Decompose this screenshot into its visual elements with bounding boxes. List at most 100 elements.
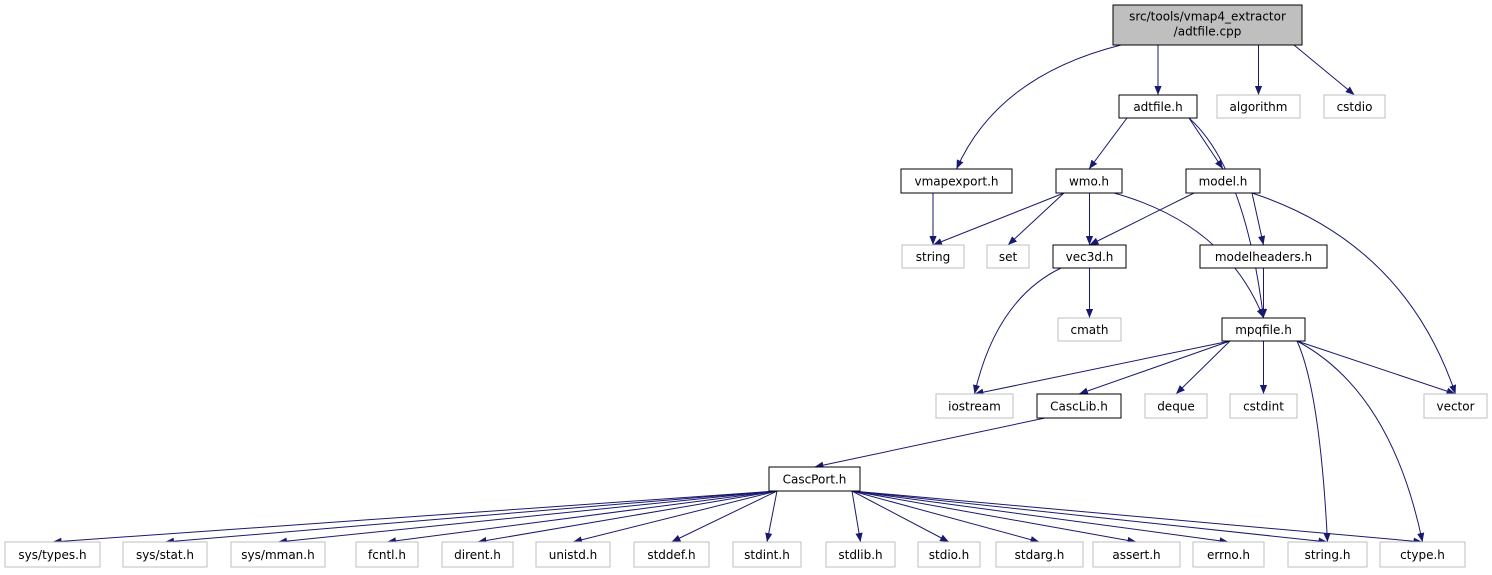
node-box [935, 393, 1014, 419]
node: unistd.h [535, 541, 611, 568]
node: stdarg.h [995, 541, 1084, 568]
edge [277, 490, 778, 545]
node: errno.h [1192, 541, 1265, 568]
node-box [1229, 393, 1298, 419]
node: model.h [1185, 168, 1261, 194]
node-label: cmath [1071, 323, 1109, 337]
edge [851, 490, 1423, 545]
node-box [917, 541, 981, 568]
node-box [230, 541, 326, 568]
node-label: src/tools/vmap4_extractor [1129, 10, 1286, 24]
edge [386, 490, 778, 545]
node-label: set [999, 250, 1018, 264]
node-box [1185, 168, 1261, 194]
edge [1251, 192, 1457, 395]
node-box [732, 541, 802, 568]
node-label: vector [1436, 400, 1474, 414]
node-label: sys/types.h [18, 548, 86, 562]
edge [1296, 340, 1331, 543]
edge [973, 267, 1062, 395]
edge [851, 490, 950, 543]
node-box [1036, 393, 1122, 419]
node-box [1287, 541, 1368, 568]
node-label: cstdint [1243, 400, 1284, 414]
node-box [825, 541, 896, 568]
node: src/tools/vmap4_extractor/adtfile.cpp [1112, 4, 1303, 46]
node-label: errno.h [1207, 548, 1250, 562]
edge [572, 490, 778, 544]
node: vector [1423, 393, 1488, 419]
node-box [1192, 541, 1265, 568]
edge [851, 490, 1328, 545]
node: sys/stat.h [122, 541, 208, 568]
node-label: wmo.h [1069, 175, 1109, 189]
node: adtfile.h [1118, 94, 1198, 119]
edge [1088, 117, 1128, 170]
node-label: stddef.h [647, 548, 695, 562]
node: cstdio [1323, 94, 1386, 119]
edge [765, 490, 778, 543]
edge [851, 490, 1137, 544]
node: sys/types.h [4, 541, 101, 568]
node: CascPort.h [768, 466, 861, 492]
node-box [768, 466, 861, 492]
node: assert.h [1092, 541, 1181, 568]
node-label: CascLib.h [1050, 400, 1108, 414]
node: vmapexport.h [900, 168, 1013, 194]
node-label: unistd.h [549, 548, 598, 562]
node-label: mpqfile.h [1235, 323, 1292, 337]
edge [164, 490, 778, 545]
edge [851, 490, 863, 543]
node-box [1216, 94, 1301, 119]
node-box [535, 541, 611, 568]
node-label: sys/mman.h [241, 548, 314, 562]
nodes: src/tools/vmap4_extractor/adtfile.cppadt… [4, 4, 1488, 568]
node-box [122, 541, 208, 568]
node: deque [1144, 393, 1208, 419]
node-label: adtfile.h [1133, 100, 1182, 114]
node-label: stdint.h [744, 548, 790, 562]
node-label: dirent.h [454, 548, 501, 562]
edges [52, 44, 1457, 545]
node-box [1379, 541, 1466, 568]
edge [1007, 192, 1065, 246]
edge [851, 490, 1229, 545]
node-box [633, 541, 710, 568]
node-box [1055, 168, 1123, 194]
node-box [1144, 393, 1208, 419]
node: string [901, 244, 965, 269]
node-box [441, 541, 514, 568]
node-label: modelheaders.h [1215, 250, 1312, 264]
node-label: stdarg.h [1015, 548, 1065, 562]
edge [1296, 340, 1456, 395]
node-label: fcntl.h [368, 548, 406, 562]
node: modelheaders.h [1199, 244, 1328, 269]
node-label: algorithm [1230, 100, 1288, 114]
node-box [4, 541, 101, 568]
node-label: stdio.h [929, 548, 969, 562]
node-label: assert.h [1112, 548, 1160, 562]
node-box [355, 541, 419, 568]
edge [1188, 117, 1266, 319]
node-box [995, 541, 1084, 568]
node-label: CascPort.h [783, 473, 847, 487]
node-label: string.h [1305, 548, 1351, 562]
node-label: model.h [1199, 175, 1248, 189]
node: fcntl.h [355, 541, 419, 568]
edge [1296, 340, 1425, 543]
node: ctype.h [1379, 541, 1466, 568]
node: mpqfile.h [1221, 317, 1306, 342]
node-box [986, 244, 1030, 269]
node-label: sys/stat.h [136, 548, 194, 562]
node-label: ctype.h [1400, 548, 1445, 562]
node-box [1092, 541, 1181, 568]
edge [1078, 340, 1231, 395]
edge [1251, 192, 1266, 246]
edge [1113, 192, 1264, 319]
node: stdlib.h [825, 541, 896, 568]
edge [1089, 192, 1195, 246]
edge [477, 490, 778, 545]
node: stdint.h [732, 541, 802, 568]
edge [974, 340, 1231, 396]
